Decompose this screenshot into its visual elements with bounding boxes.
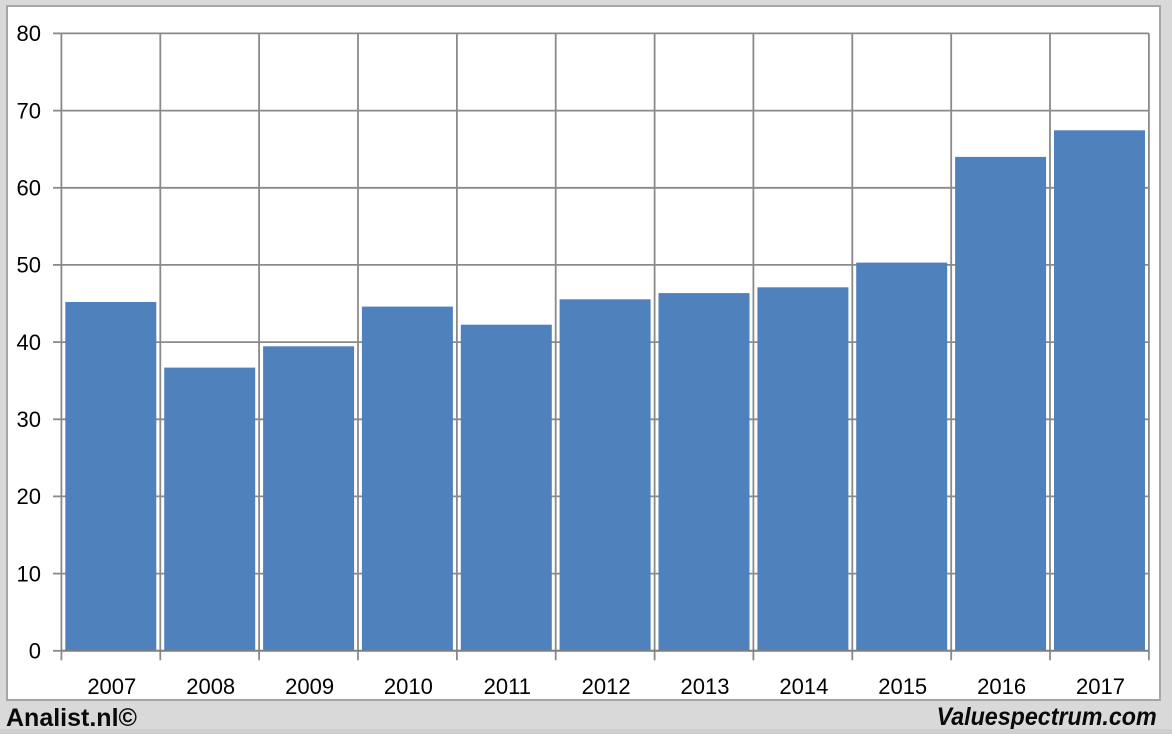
svg-text:2013: 2013 <box>681 674 730 699</box>
svg-text:20: 20 <box>17 484 41 509</box>
svg-text:70: 70 <box>17 98 41 123</box>
svg-text:2008: 2008 <box>186 674 235 699</box>
svg-text:2007: 2007 <box>87 674 136 699</box>
svg-text:80: 80 <box>17 21 41 46</box>
svg-text:2009: 2009 <box>285 674 334 699</box>
svg-text:60: 60 <box>17 176 41 201</box>
svg-text:30: 30 <box>17 407 41 432</box>
svg-text:2012: 2012 <box>582 674 631 699</box>
svg-text:10: 10 <box>17 561 41 586</box>
svg-text:0: 0 <box>29 639 41 664</box>
svg-text:50: 50 <box>17 253 41 278</box>
svg-text:40: 40 <box>17 330 41 355</box>
svg-text:2015: 2015 <box>878 674 927 699</box>
svg-text:2016: 2016 <box>977 674 1026 699</box>
svg-text:2014: 2014 <box>779 674 828 699</box>
svg-text:2010: 2010 <box>384 674 433 699</box>
svg-text:2011: 2011 <box>484 674 531 699</box>
svg-text:2017: 2017 <box>1076 674 1125 699</box>
